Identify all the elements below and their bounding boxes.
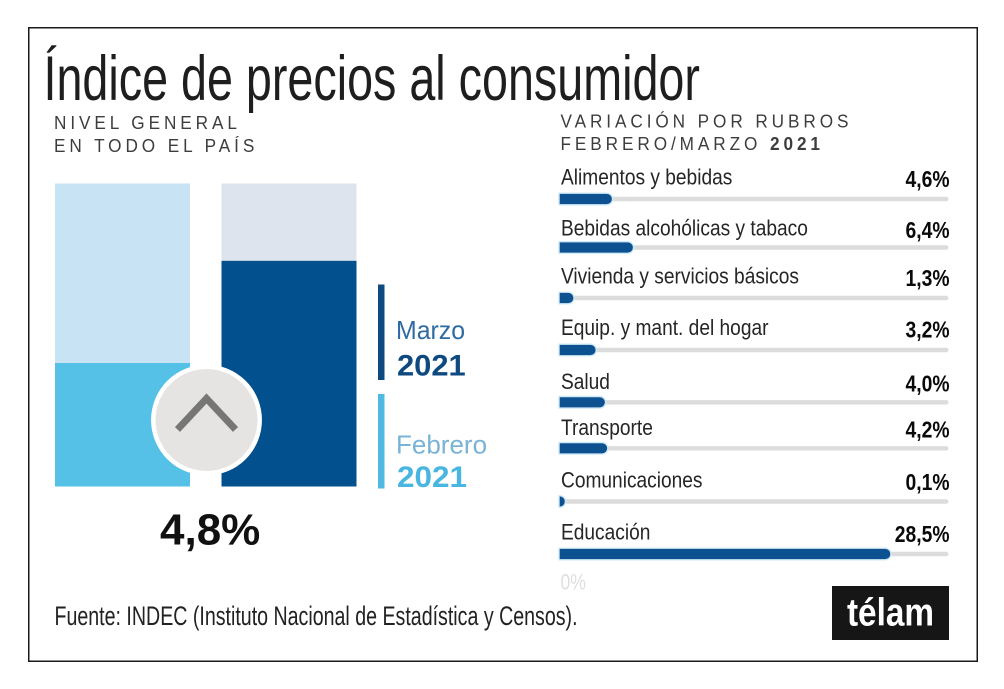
svg-text:FEBRERO/MARZO 2021: FEBRERO/MARZO 2021 <box>561 133 824 154</box>
svg-text:0,1%: 0,1% <box>905 471 949 496</box>
svg-text:EN TODO EL PAÍS: EN TODO EL PAÍS <box>54 136 258 157</box>
svg-text:Equip. y mant. del hogar: Equip. y mant. del hogar <box>561 316 769 341</box>
svg-text:Comunicaciones: Comunicaciones <box>561 468 703 493</box>
svg-text:Salud: Salud <box>561 370 610 395</box>
svg-text:VARIACIÓN POR RUBROS: VARIACIÓN POR RUBROS <box>561 110 853 132</box>
svg-text:Febrero: Febrero <box>396 430 487 460</box>
svg-text:Transporte: Transporte <box>561 416 653 441</box>
svg-text:Educación: Educación <box>561 520 650 545</box>
svg-text:4,8%: 4,8% <box>160 506 260 555</box>
svg-text:Fuente: INDEC (Instituto Nacio: Fuente: INDEC (Instituto Nacional de Est… <box>55 602 578 632</box>
svg-text:Alimentos y bebidas: Alimentos y bebidas <box>561 165 732 190</box>
svg-text:3,2%: 3,2% <box>905 318 949 343</box>
svg-text:NIVEL GENERAL: NIVEL GENERAL <box>54 112 241 133</box>
svg-text:Índice de precios al consumido: Índice de precios al consumidor <box>44 43 700 113</box>
svg-text:Marzo: Marzo <box>396 317 465 346</box>
svg-text:4,6%: 4,6% <box>905 168 949 193</box>
svg-text:6,4%: 6,4% <box>905 219 949 244</box>
svg-text:0%: 0% <box>561 571 586 595</box>
svg-text:4,0%: 4,0% <box>905 372 949 397</box>
svg-text:1,3%: 1,3% <box>905 267 949 292</box>
svg-text:28,5%: 28,5% <box>895 523 950 548</box>
svg-text:4,2%: 4,2% <box>905 418 949 443</box>
svg-text:2021: 2021 <box>397 459 467 493</box>
svg-text:2021: 2021 <box>397 349 466 382</box>
svg-text:Vivienda y servicios básicos: Vivienda y servicios básicos <box>561 264 799 289</box>
svg-text:télam: télam <box>847 590 934 634</box>
svg-text:Bebidas alcohólicas y tabaco: Bebidas alcohólicas y tabaco <box>561 216 808 241</box>
